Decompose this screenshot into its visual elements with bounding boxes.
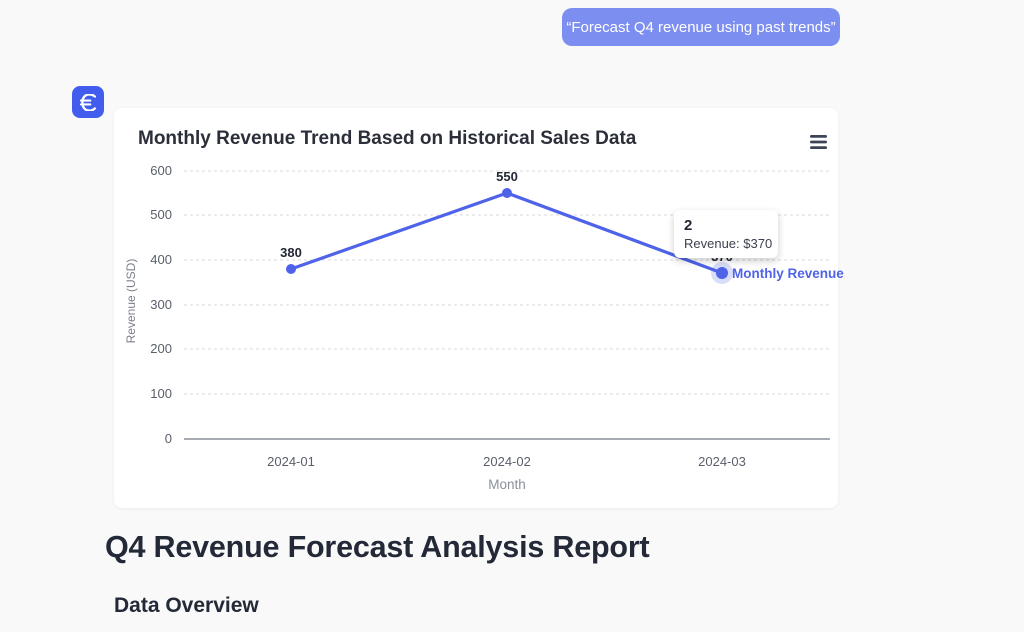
svg-text:2024-01: 2024-01 [267,454,315,469]
svg-text:500: 500 [150,207,172,222]
svg-text:400: 400 [150,252,172,267]
svg-text:Monthly Revenue: Monthly Revenue [732,266,844,281]
svg-text:2024-02: 2024-02 [483,454,531,469]
svg-text:380: 380 [280,245,302,260]
svg-text:Month: Month [488,477,526,492]
svg-text:2024-03: 2024-03 [698,454,746,469]
svg-text:550: 550 [496,169,518,184]
svg-text:100: 100 [150,386,172,401]
svg-text:300: 300 [150,297,172,312]
svg-text:0: 0 [165,431,172,446]
svg-text:200: 200 [150,341,172,356]
svg-text:600: 600 [150,163,172,178]
